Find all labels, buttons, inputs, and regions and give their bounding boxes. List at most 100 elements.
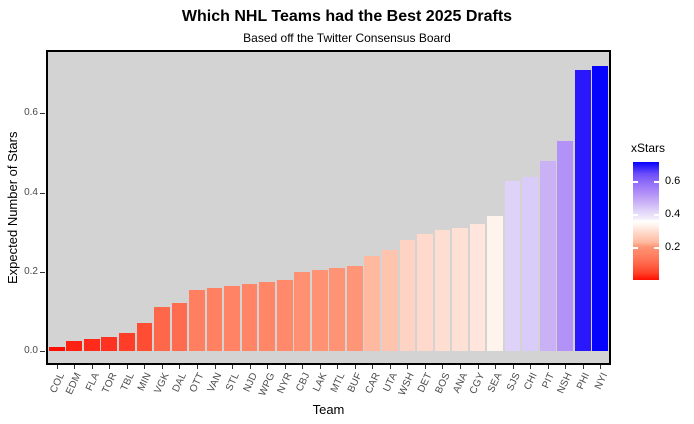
x-tick: [459, 365, 461, 369]
x-tick-label-OTT: OTT: [188, 371, 207, 395]
x-tick: [600, 365, 602, 369]
bar-WSH: [399, 240, 416, 351]
legend-tick: [654, 180, 659, 183]
y-tick-label-0.6: 0.6: [24, 107, 38, 119]
x-tick: [424, 365, 426, 369]
legend-tick-label-0.2: 0.2: [665, 241, 681, 254]
bar-TOR: [101, 337, 118, 351]
chart-title: Which NHL Teams had the Best 2025 Drafts: [181, 8, 513, 25]
bar-DAL: [171, 303, 188, 351]
x-tick-label-MTL: MTL: [328, 371, 348, 395]
bar-NYI: [592, 65, 609, 351]
x-tick: [249, 365, 251, 369]
bar-NJD: [241, 283, 258, 351]
x-tick-label-SEA: SEA: [486, 371, 506, 395]
legend-tick: [633, 214, 638, 217]
bar-NSH: [557, 141, 574, 351]
x-tick: [354, 365, 356, 369]
bar-EDM: [66, 341, 83, 351]
chart-subtitle: Based off the Twitter Consensus Board: [243, 31, 451, 45]
y-tick-label-0.0: 0.0: [24, 345, 38, 356]
x-tick: [407, 365, 409, 369]
x-tick: [74, 365, 76, 369]
x-tick: [56, 365, 58, 369]
legend-title: xStars: [631, 141, 666, 155]
legend-tick: [654, 247, 659, 250]
legend-tick-label-0.4: 0.4: [665, 208, 681, 221]
bar-MTL: [329, 267, 346, 351]
bar-SEA: [487, 216, 503, 351]
x-tick-label-SJS: SJS: [504, 371, 523, 393]
x-tick-label-DET: DET: [416, 371, 435, 395]
x-tick: [91, 365, 93, 369]
x-tick: [477, 365, 479, 369]
bar-PIT: [539, 160, 556, 351]
bar-ANA: [452, 228, 468, 351]
x-tick: [319, 365, 321, 369]
legend-tick: [633, 180, 638, 183]
x-tick: [161, 365, 163, 369]
x-tick: [284, 365, 286, 369]
legend-tick: [654, 214, 659, 217]
bar-SJS: [504, 180, 521, 351]
x-tick: [582, 365, 584, 369]
x-tick: [372, 365, 374, 369]
x-tick-label-NYR: NYR: [275, 371, 295, 396]
bar-PHI: [574, 69, 591, 351]
x-tick-label-WSH: WSH: [397, 371, 418, 398]
bar-VAN: [206, 287, 223, 351]
x-tick-label-DAL: DAL: [171, 371, 190, 394]
x-tick-label-EDM: EDM: [64, 371, 85, 397]
x-tick-label-BUF: BUF: [346, 371, 365, 395]
x-tick: [109, 365, 111, 369]
bar-VGK: [154, 307, 170, 351]
x-tick: [442, 365, 444, 369]
x-tick-label-TOR: TOR: [100, 371, 120, 396]
x-tick: [214, 365, 216, 369]
bar-CHI: [522, 176, 538, 351]
legend-tick: [633, 247, 638, 250]
bar-NYR: [276, 279, 293, 351]
y-tick-label-0.2: 0.2: [24, 265, 38, 277]
x-tick-label-BOS: BOS: [433, 371, 453, 396]
x-tick: [232, 365, 234, 369]
x-tick-label-STL: STL: [224, 371, 243, 393]
x-tick-label-PIT: PIT: [540, 371, 558, 391]
bar-LAK: [311, 269, 328, 351]
x-tick-label-NYI: NYI: [592, 371, 611, 392]
y-tick: [40, 271, 45, 273]
bar-DET: [417, 234, 433, 351]
y-tick: [40, 192, 45, 194]
y-tick: [40, 351, 45, 352]
x-tick-label-PHI: PHI: [575, 371, 593, 392]
x-tick-label-FLA: FLA: [83, 371, 102, 393]
y-axis-title: Expected Number of Stars: [5, 131, 20, 284]
plot-panel: [46, 50, 611, 365]
legend-tick-label-0.6: 0.6: [665, 174, 681, 187]
x-tick-label-LAK: LAK: [311, 371, 330, 394]
y-tick: [40, 113, 45, 115]
x-tick: [126, 365, 128, 369]
x-tick: [495, 365, 497, 369]
x-tick: [302, 365, 304, 369]
x-tick-label-CHI: CHI: [522, 371, 541, 392]
legend-colorbar: [633, 162, 659, 280]
y-tick-label-0.4: 0.4: [24, 186, 38, 198]
x-tick-label-TBL: TBL: [118, 371, 137, 393]
bar-WPG: [259, 281, 276, 351]
x-tick-label-CBJ: CBJ: [293, 371, 313, 394]
x-tick: [197, 365, 199, 369]
x-tick-label-VAN: VAN: [205, 371, 225, 395]
x-tick: [337, 365, 339, 369]
x-tick-label-NSH: NSH: [555, 371, 576, 396]
x-tick: [144, 365, 146, 369]
bar-STL: [224, 285, 240, 351]
bar-COL: [48, 347, 65, 351]
x-tick: [512, 365, 514, 369]
x-tick-label-VGK: VGK: [152, 371, 172, 396]
bar-BOS: [434, 230, 451, 351]
bar-CGY: [469, 224, 486, 351]
bar-BUF: [346, 265, 363, 351]
x-tick: [267, 365, 269, 369]
x-axis-title: Team: [312, 402, 345, 417]
